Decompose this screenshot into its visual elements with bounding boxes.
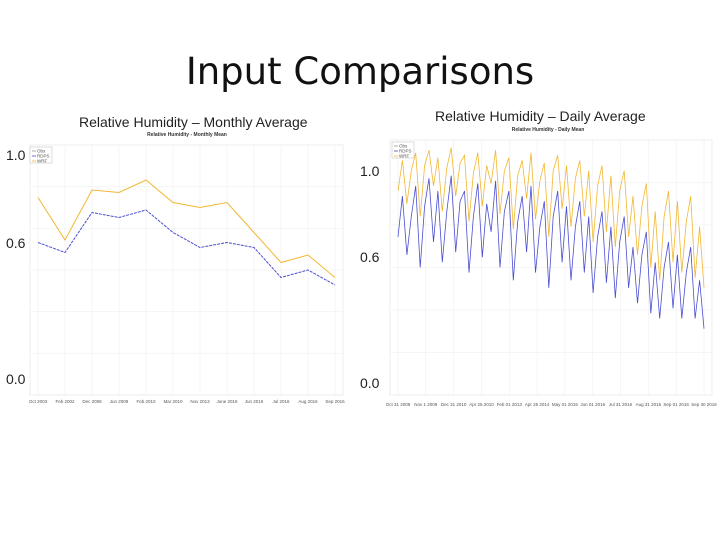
legend-label: Obs [399, 144, 408, 149]
x-tick-label: June 2016 [216, 399, 238, 404]
x-tick-label: Jun 2016 [245, 399, 264, 404]
x-tick-label: Feb 01 2013 [497, 402, 523, 407]
chart-title: Relative Humidity - Monthly Mean [147, 132, 227, 138]
y-tick-label: 1.0 [360, 163, 380, 179]
series-line [37, 179, 336, 278]
x-tick-label: Jun 01 2016 [580, 402, 605, 407]
y-tick-label: 0.6 [6, 235, 26, 251]
x-tick-label: Jul 31 2016 [609, 402, 633, 407]
x-tick-label: Aug 2016 [298, 399, 318, 404]
legend-label: WRF [399, 154, 409, 159]
left-chart-caption: Relative Humidity – Monthly Average [79, 114, 308, 130]
x-tick-label: Sep 30 2016 [691, 402, 717, 407]
series-line [397, 147, 705, 288]
x-tick-label: Apr 25 2010 [469, 402, 494, 407]
x-tick-label: Jul 2016 [272, 399, 290, 404]
x-tick-label: Dec 31 2010 [441, 402, 467, 407]
daily-chart: Relative Humidity - Daily Mean ObsRDPSWRF… [360, 127, 717, 407]
chart-title: Relative Humidity - Daily Mean [512, 127, 585, 133]
x-tick-label: Oct 31 2009 [386, 402, 411, 407]
legend-label: RDPS [37, 154, 50, 159]
x-tick-label: Mar 2010 [163, 399, 183, 404]
monthly-chart: Relative Humidity - Monthly Mean ObsRDPSW… [6, 132, 345, 404]
x-tick-label: Sep 01 2016 [663, 402, 689, 407]
legend-label: WRF [37, 159, 47, 164]
x-tick-label: Nov 1 2009 [414, 402, 438, 407]
x-tick-label: Nov 2013 [190, 399, 210, 404]
x-tick-label: Sep 2016 [325, 399, 345, 404]
x-tick-label: Feb 2002 [55, 399, 75, 404]
x-tick-label: Apr 25 2014 [525, 402, 550, 407]
y-tick-label: 0.0 [360, 375, 380, 391]
y-tick-label: 0.6 [360, 249, 380, 265]
legend-label: Obs [37, 149, 46, 154]
x-tick-label: Feb 2010 [136, 399, 156, 404]
x-tick-label: Dec 2008 [82, 399, 102, 404]
legend-label: RDPS [399, 149, 412, 154]
x-tick-label: Aug 31 2016 [636, 402, 662, 407]
right-chart-caption: Relative Humidity – Daily Average [435, 108, 646, 124]
series-line [397, 175, 705, 329]
x-tick-label: May 01 2015 [552, 402, 579, 407]
x-tick-label: Oct 2003 [29, 399, 48, 404]
slide-title: Input Comparisons [185, 50, 535, 93]
y-tick-label: 0.0 [6, 371, 26, 387]
y-tick-label: 1.0 [6, 147, 26, 163]
x-tick-label: Jun 2009 [110, 399, 129, 404]
series-line [37, 209, 336, 286]
